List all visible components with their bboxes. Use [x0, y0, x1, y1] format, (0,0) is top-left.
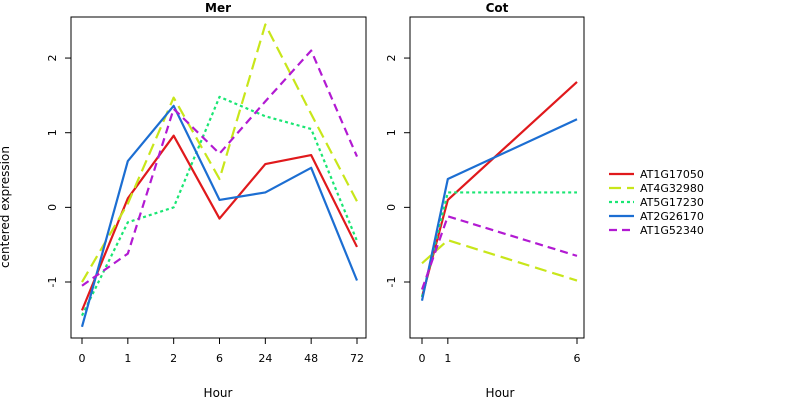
- x-axis-mer: 0 1 2 6 24 48 72: [79, 338, 364, 365]
- legend-label-at2g26170: AT2G26170: [640, 210, 704, 223]
- panel-title-mer: Mer: [205, 1, 231, 15]
- plot-frame-cot: [409, 16, 585, 339]
- series-line-mer-at4g32980: [81, 23, 358, 283]
- series-line-cot-at1g52340: [420, 215, 578, 290]
- panel-title-cot: Cot: [486, 1, 509, 15]
- x-tick-label-mer-24: 24: [258, 352, 272, 365]
- x-tick-label-cot-0: 0: [419, 352, 426, 365]
- plot-frame-mer: [70, 16, 367, 339]
- y-axis-mer: -1 0 1 2: [46, 55, 71, 288]
- series-line-mer-at1g17050: [80, 134, 358, 311]
- y-tick-label-cot-1: 1: [385, 129, 398, 136]
- y-tick-label-cot--1: -1: [385, 277, 398, 288]
- x-axis-cot: 0 1 6: [419, 338, 581, 365]
- x-tick-label-mer-1: 1: [124, 352, 131, 365]
- legend-label-at1g52340: AT1G52340: [640, 224, 704, 237]
- y-tick-label-cot-2: 2: [385, 55, 398, 62]
- y-axis-label: centered expression: [0, 146, 12, 268]
- y-tick-label-mer-2: 2: [46, 55, 59, 62]
- y-axis-cot: -1 0 1 2: [385, 55, 410, 288]
- series-group-mer: [80, 23, 359, 328]
- legend-label-at1g17050: AT1G17050: [640, 168, 704, 181]
- legend: AT1G17050AT4G32980AT5G17230AT2G26170AT1G…: [609, 168, 704, 237]
- series-group-cot: [420, 81, 578, 301]
- series-line-mer-at2g26170: [80, 104, 359, 328]
- y-tick-label-mer-0: 0: [46, 204, 59, 211]
- x-tick-label-mer-2: 2: [170, 352, 177, 365]
- x-tick-label-cot-6: 6: [574, 352, 581, 365]
- y-tick-label-mer-1: 1: [46, 129, 59, 136]
- x-tick-label-mer-48: 48: [304, 352, 318, 365]
- x-tick-label-mer-0: 0: [79, 352, 86, 365]
- x-tick-label-mer-72: 72: [350, 352, 364, 365]
- y-tick-label-cot-0: 0: [385, 204, 398, 211]
- x-tick-label-cot-1: 1: [444, 352, 451, 365]
- legend-label-at4g32980: AT4G32980: [640, 182, 704, 195]
- series-line-mer-at5g17230: [81, 95, 359, 317]
- x-axis-label-cot: Hour: [486, 386, 515, 400]
- x-tick-label-mer-6: 6: [216, 352, 223, 365]
- x-axis-label-mer: Hour: [204, 386, 233, 400]
- series-line-cot-at2g26170: [420, 118, 578, 301]
- series-line-cot-at4g32980: [421, 239, 578, 282]
- panel-mer: Mer Hour -1 0 1 2 0 1 2 6 24 48 72: [46, 1, 367, 400]
- series-line-mer-at1g52340: [81, 49, 359, 287]
- panel-cot: Cot Hour -1 0 1 2 0 1 6: [385, 1, 585, 400]
- y-tick-label-mer--1: -1: [46, 277, 59, 288]
- series-line-cot-at5g17230: [420, 191, 577, 298]
- legend-label-at5g17230: AT5G17230: [640, 196, 704, 209]
